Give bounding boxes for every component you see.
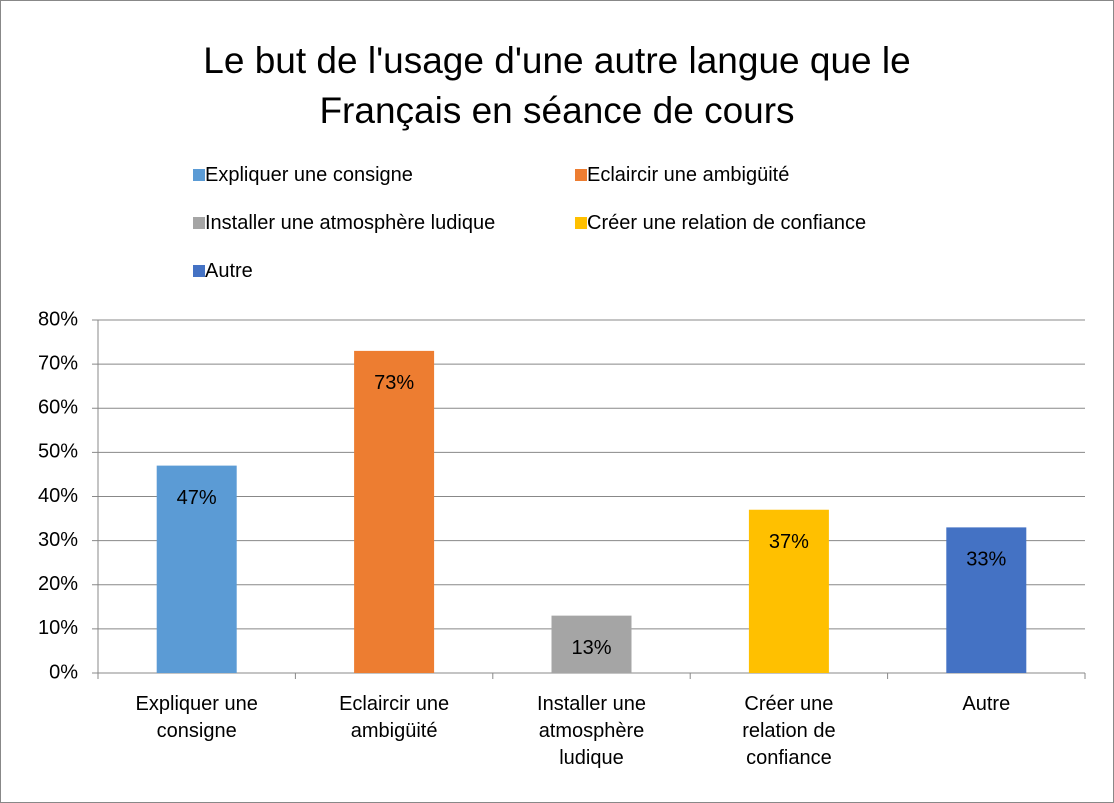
- bar: [551, 615, 632, 673]
- bar: [748, 509, 829, 673]
- y-tick-label: 40%: [38, 485, 78, 507]
- data-label: 37%: [769, 531, 809, 553]
- data-label: 73%: [374, 372, 414, 394]
- y-tick-label: 50%: [38, 441, 78, 463]
- data-label: 47%: [177, 487, 217, 509]
- x-tick-label: Installer une atmosphère ludique: [537, 693, 646, 769]
- y-tick-label: 30%: [38, 529, 78, 551]
- y-tick-label: 10%: [38, 617, 78, 639]
- legend-label: Autre: [205, 260, 253, 282]
- bar: [946, 527, 1027, 673]
- legend-swatch: [193, 217, 205, 229]
- data-label: 33%: [966, 549, 1006, 571]
- x-tick-label: Expliquer une consigne: [135, 693, 258, 742]
- x-tick-label: Eclaircir une ambigüité: [339, 693, 450, 742]
- y-tick-label: 70%: [38, 352, 78, 374]
- x-tick-label: Créer une relation de confiance: [742, 693, 836, 769]
- legend-swatch: [193, 265, 205, 277]
- bar: [156, 465, 237, 673]
- y-tick-label: 20%: [38, 573, 78, 595]
- y-tick-label: 60%: [38, 397, 78, 419]
- y-tick-label: 0%: [49, 661, 78, 683]
- x-tick-label: Autre: [962, 693, 1011, 715]
- legend-swatch: [575, 169, 587, 181]
- legend-swatch: [193, 169, 205, 181]
- bar: [354, 350, 435, 673]
- legend-swatch: [575, 217, 587, 229]
- legend-label: Eclaircir une ambigüité: [587, 164, 790, 186]
- legend-label: Expliquer une consigne: [205, 164, 413, 186]
- legend-label: Créer une relation de confiance: [587, 212, 867, 234]
- data-label: 13%: [571, 637, 611, 659]
- chart-title: Le but de l'usage d'une autre langue que…: [203, 40, 911, 131]
- legend-label: Installer une atmosphère ludique: [205, 212, 496, 234]
- y-tick-label: 80%: [38, 308, 78, 330]
